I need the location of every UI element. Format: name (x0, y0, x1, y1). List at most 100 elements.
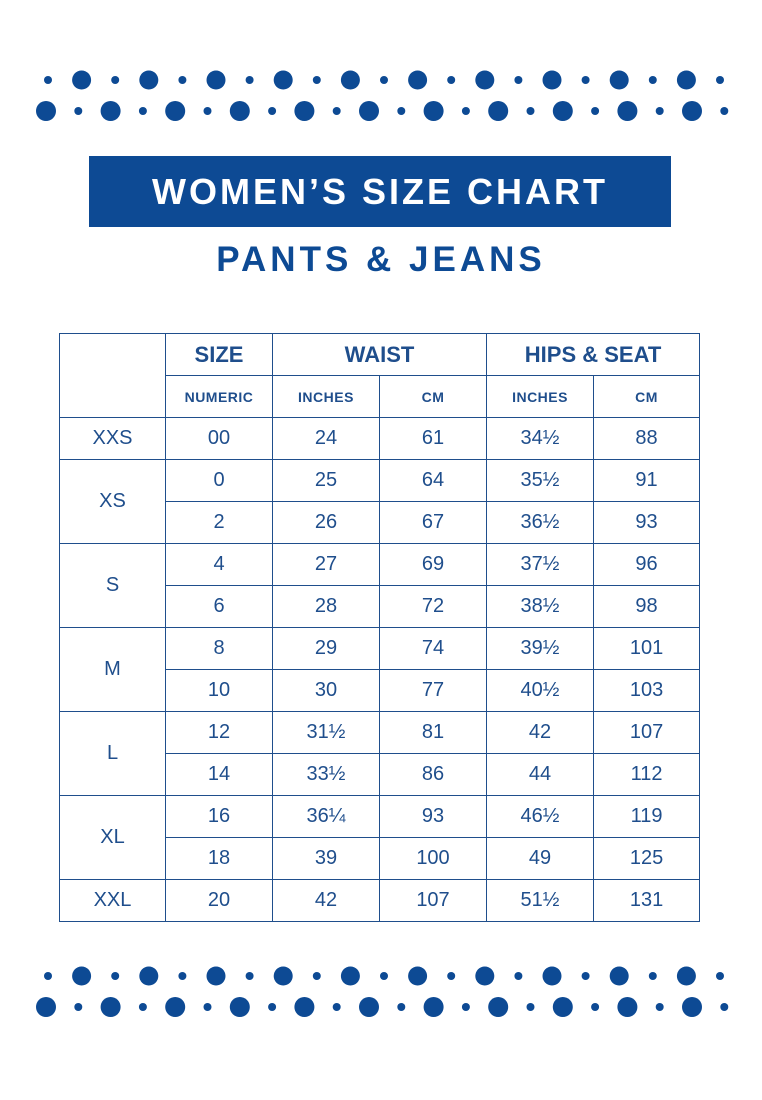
dot (676, 966, 696, 986)
dot (380, 972, 388, 980)
table-row: XXL 20 42 107 51½ 131 (59, 879, 701, 922)
dot (294, 101, 315, 121)
dot (268, 107, 277, 115)
dot-pattern (36, 966, 729, 1017)
cell-numeric: 2 (165, 501, 273, 544)
size-label-cell: XS (59, 459, 166, 544)
dot (648, 76, 657, 84)
dot (203, 107, 212, 115)
dot (139, 70, 159, 90)
cell-waist-cm: 100 (378, 837, 488, 880)
dot (340, 70, 360, 90)
table-row: L 12 31½ 81 42 107 (59, 711, 701, 796)
dot (526, 1003, 535, 1011)
dot (488, 101, 509, 121)
cell-waist-cm: 72 (378, 585, 488, 628)
header-size: SIZE (165, 333, 273, 376)
cell-numeric: 00 (165, 417, 273, 460)
dot (340, 966, 360, 986)
dot (74, 1003, 83, 1011)
cell-hips-inches: 37½ (486, 543, 595, 586)
header-corner (59, 333, 166, 418)
cell-hips-inches: 42 (486, 711, 595, 754)
dot (552, 101, 573, 121)
dot (720, 107, 729, 115)
dot (397, 1003, 406, 1011)
dot (591, 1003, 600, 1011)
dot (36, 997, 56, 1017)
dot (268, 1003, 277, 1011)
dot (203, 1003, 212, 1011)
dot (475, 70, 495, 90)
cell-waist-cm: 74 (378, 627, 488, 670)
table-row: S 4 27 69 37½ 96 (59, 543, 701, 628)
page-subtitle: PANTS & JEANS (216, 240, 546, 279)
cell-hips-cm: 107 (593, 711, 701, 754)
cell-hips-cm: 119 (593, 795, 701, 838)
cell-waist-cm: 77 (378, 669, 488, 712)
dot (229, 101, 250, 121)
cell-waist-inches: 33½ (272, 753, 380, 796)
dot (206, 966, 226, 986)
cell-numeric: 8 (165, 627, 273, 670)
dot (581, 972, 590, 980)
dot (100, 101, 121, 121)
dot (100, 997, 121, 1017)
table-row: 2 26 67 36½ 93 (60, 501, 701, 544)
table-row: 18 39 100 49 125 (60, 837, 701, 880)
table-row: XS 0 25 64 35½ 91 (59, 459, 701, 544)
cell-numeric: 20 (165, 879, 273, 922)
dot (514, 76, 523, 84)
cell-waist-inches: 25 (272, 459, 380, 502)
cell-hips-cm: 112 (593, 753, 701, 796)
top-dot-border (0, 62, 762, 142)
table-row: 10 30 77 40½ 103 (60, 669, 701, 712)
dot (245, 972, 254, 980)
dot (609, 70, 629, 90)
dot (165, 101, 186, 121)
dot (716, 972, 724, 980)
dot (581, 76, 590, 84)
cell-waist-inches: 30 (272, 669, 380, 712)
cell-waist-cm: 67 (378, 501, 488, 544)
cell-hips-inches: 39½ (486, 627, 595, 670)
subheader-hips-cm: CM (593, 375, 701, 418)
table-row: XL 16 36¼ 93 46½ 119 (59, 795, 701, 880)
cell-waist-cm: 64 (378, 459, 488, 502)
cell-hips-inches: 44 (486, 753, 595, 796)
cell-hips-cm: 98 (593, 585, 701, 628)
header-hips-seat: HIPS & SEAT (486, 333, 701, 376)
dot (514, 972, 523, 980)
cell-numeric: 18 (165, 837, 273, 880)
dot (488, 997, 509, 1017)
cell-waist-cm: 61 (378, 417, 488, 460)
table-row: 14 33½ 86 44 112 (60, 753, 701, 796)
cell-hips-inches: 51½ (486, 879, 595, 922)
dot (682, 997, 702, 1017)
dot (332, 107, 341, 115)
dot (111, 76, 120, 84)
dot (332, 1003, 341, 1011)
dot (165, 997, 186, 1017)
dot (312, 76, 321, 84)
dot (245, 76, 254, 84)
dot (461, 107, 470, 115)
size-label-cell: L (59, 711, 166, 796)
subheader-numeric: NUMERIC (165, 375, 273, 418)
cell-waist-inches: 27 (272, 543, 380, 586)
dot (408, 966, 428, 986)
dot (475, 966, 495, 986)
cell-hips-inches: 49 (486, 837, 595, 880)
table-row: M 8 29 74 39½ 101 (59, 627, 701, 712)
dot (447, 972, 456, 980)
cell-numeric: 10 (165, 669, 273, 712)
dot (74, 107, 83, 115)
table-row: 6 28 72 38½ 98 (60, 585, 701, 628)
table-row: XXS 00 24 61 34½ 88 (59, 417, 701, 460)
cell-waist-cm: 81 (378, 711, 488, 754)
cell-hips-inches: 46½ (486, 795, 595, 838)
cell-hips-cm: 93 (593, 501, 701, 544)
size-chart-table: SIZE WAIST HIPS & SEAT NUMERIC INCHES CM… (59, 333, 701, 922)
cell-numeric: 16 (165, 795, 273, 838)
dot (273, 70, 293, 90)
